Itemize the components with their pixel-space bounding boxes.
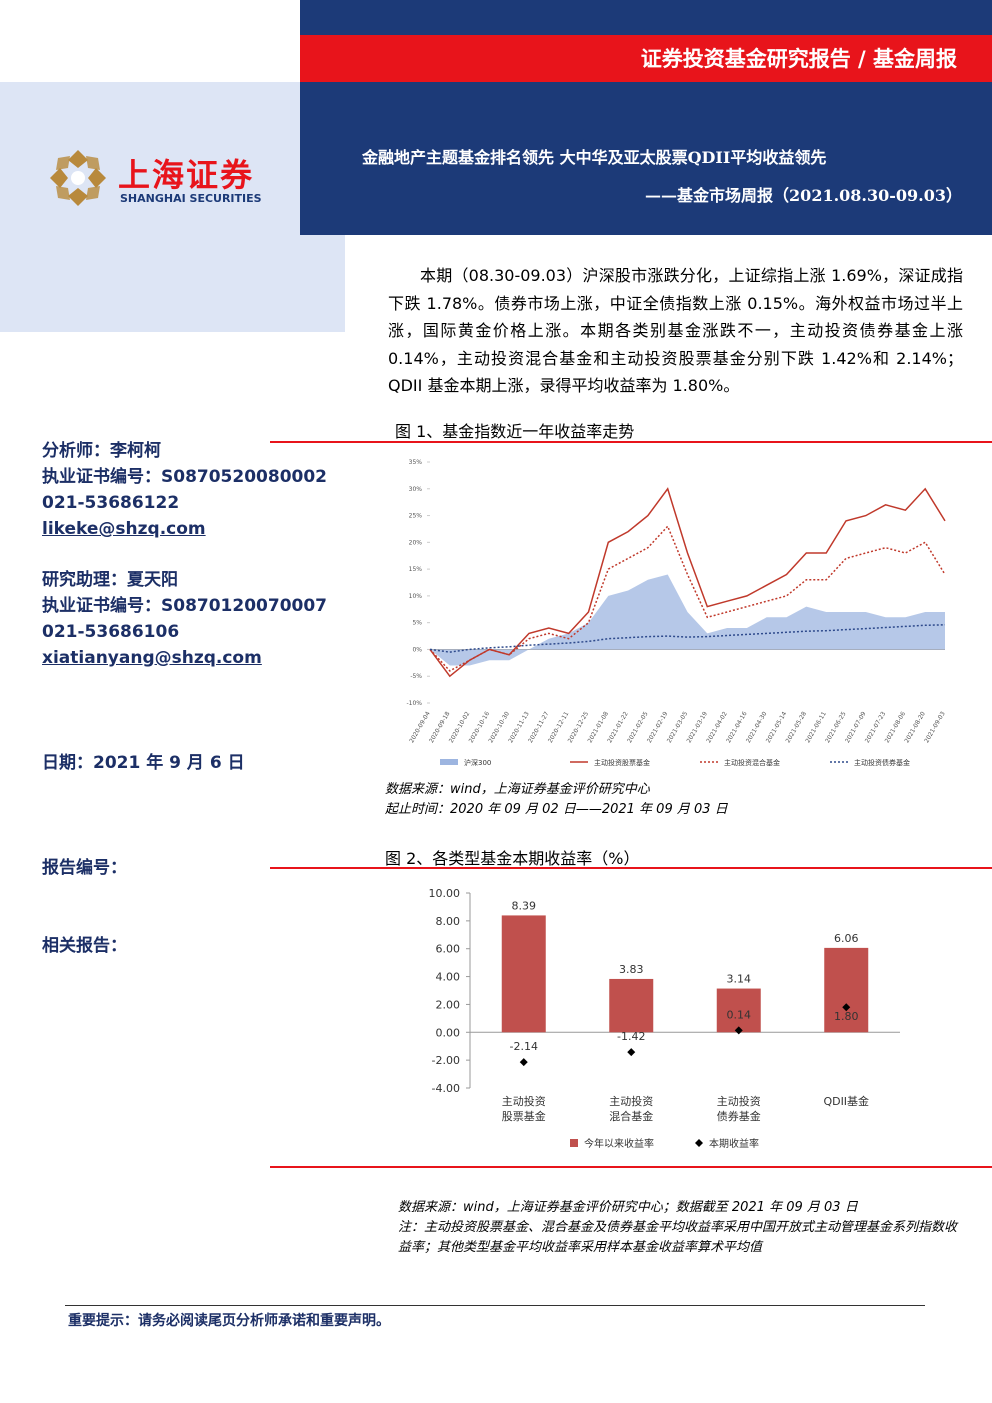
footer: 重要提示：请务必阅读尾页分析师承诺和重要声明。 [68,1313,390,1329]
divider [270,1166,992,1168]
y-tick-label: 30% [409,486,423,493]
analyst-name: 分析师：李柯柯 [42,441,161,461]
footer-rule [65,1305,925,1306]
assistant-name: 研究助理：夏天阳 [42,570,178,590]
x-tick-label: QDII基金 [823,1094,869,1108]
x-tick-label: 混合基金 [609,1109,653,1123]
line [429,487,946,678]
y-tick-label: 25% [409,513,423,520]
phone: 021-53686122 [42,493,180,513]
point [627,1048,636,1057]
legend-swatch [440,759,458,765]
analyst-block: 分析师：李柯柯 执业证书编号：S0870520080002 021-536861… [42,438,327,542]
y-tick-label: -5% [410,673,422,680]
figure-notes: 数据来源：wind，上海证券基金评价研究中心 起止时间：2020 年 09 月 … [385,780,728,820]
report-subtitle: ——基金市场周报（2021.08.30-09.03） [645,186,962,205]
note: 注：主动投资股票基金、混合基金及债券基金平均收益率采用中国开放式主动管理基金系列… [398,1220,958,1255]
bar [824,947,869,1033]
side-panel [0,235,345,332]
x-tick-label: 主动投资 [502,1094,546,1108]
x-tick-label: 债券基金 [717,1109,761,1123]
data-label: 3.83 [619,963,644,976]
y-tick-label: 20% [409,539,423,546]
legend-label: 主动投资股票基金 [594,758,650,767]
point [734,1026,743,1035]
legend-swatch [695,1139,703,1147]
divider [270,867,992,869]
source: 数据来源：wind，上海证券基金评价研究中心；数据截至 2021 年 09 月 … [398,1200,858,1215]
y-tick-label: -10% [406,700,422,707]
email[interactable]: likeke@shzq.com [42,519,206,539]
logo-panel [0,82,300,235]
logo-english: SHANGHAI SECURITIES [120,192,262,205]
license: 执业证书编号：S0870520080002 [42,467,328,487]
top-bar [300,0,992,35]
bar [609,978,654,1033]
y-tick-label: 0% [412,646,422,653]
figure-caption: 图 1、基金指数近一年收益率走势 [395,422,635,441]
title-box: 金融地产主题基金排名领先 大中华及亚太股票QDII平均收益领先 ——基金市场周报… [300,82,992,235]
data-label: -2.14 [510,1040,538,1053]
legend-swatch [570,1139,578,1147]
point [842,1003,851,1012]
data-label: 6.06 [834,932,859,945]
x-tick-label: 2021-09-03 [923,710,947,744]
area [430,574,945,666]
data-label: 1.80 [834,1010,859,1023]
email[interactable]: xiatianyang@shzq.com [42,648,262,668]
bar-chart: -4.00-2.000.002.004.006.008.0010.00主动投资股… [429,887,900,1150]
line-chart: -10%-5%0%5%10%15%20%25%30%35%2020-09-042… [406,459,947,767]
y-tick-label: 35% [409,459,423,466]
x-tick-label: 主动投资 [717,1094,761,1108]
x-tick-label: 主动投资 [609,1094,653,1108]
figure-caption: 图 2、各类型基金本期收益率（%） [385,849,640,868]
report-title: 金融地产主题基金排名领先 大中华及亚太股票QDII平均收益领先 [362,148,827,167]
divider [270,441,992,443]
y-tick-label: 2.00 [436,998,461,1011]
license: 执业证书编号：S0870120070007 [42,596,328,616]
bar [716,988,761,1033]
logo-mark [50,150,106,206]
y-tick-label: -2.00 [432,1054,460,1067]
legend-label: 沪深300 [464,758,491,767]
y-tick-label: 10.00 [429,887,461,900]
report-type-band: 证券投资基金研究报告 / 基金周报 [300,35,992,82]
figure-notes: 数据来源：wind，上海证券基金评价研究中心；数据截至 2021 年 09 月 … [398,1198,968,1258]
bar [501,915,546,1033]
summary: 本期（08.30-09.03）沪深股市涨跌分化，上证综指上涨 1.69%，深证成… [388,266,963,395]
period: 起止时间：2020 年 09 月 02 日——2021 年 09 月 03 日 [385,802,728,817]
data-label: 0.14 [727,1008,752,1021]
legend-label: 主动投资混合基金 [724,758,780,767]
y-tick-label: 0.00 [436,1026,461,1039]
legend-label: 本期收益率 [709,1137,759,1150]
y-tick-label: -4.00 [432,1082,460,1095]
y-tick-label: 8.00 [436,915,461,928]
y-tick-label: 6.00 [436,943,461,956]
y-tick-label: 5% [412,620,422,627]
logo-text: 上海证券 [118,156,255,194]
source: 数据来源：wind，上海证券基金评价研究中心 [385,782,650,797]
y-tick-label: 10% [409,593,423,600]
x-tick-label: 股票基金 [502,1109,546,1123]
y-tick-label: 4.00 [436,971,461,984]
phone: 021-53686106 [42,622,180,642]
legend-label: 今年以来收益率 [584,1137,654,1150]
date: 日期：2021 年 9 月 6 日 [42,753,245,773]
point [519,1058,528,1067]
report-number: 报告编号： [42,858,127,878]
y-tick-label: 15% [409,566,423,573]
related-reports: 相关报告： [42,936,127,956]
data-label: 8.39 [512,899,537,912]
assistant-block: 研究助理：夏天阳 执业证书编号：S0870120070007 021-53686… [42,567,327,671]
data-label: 3.14 [727,973,752,986]
legend-label: 主动投资债券基金 [854,758,910,767]
data-label: -1.42 [617,1030,645,1043]
